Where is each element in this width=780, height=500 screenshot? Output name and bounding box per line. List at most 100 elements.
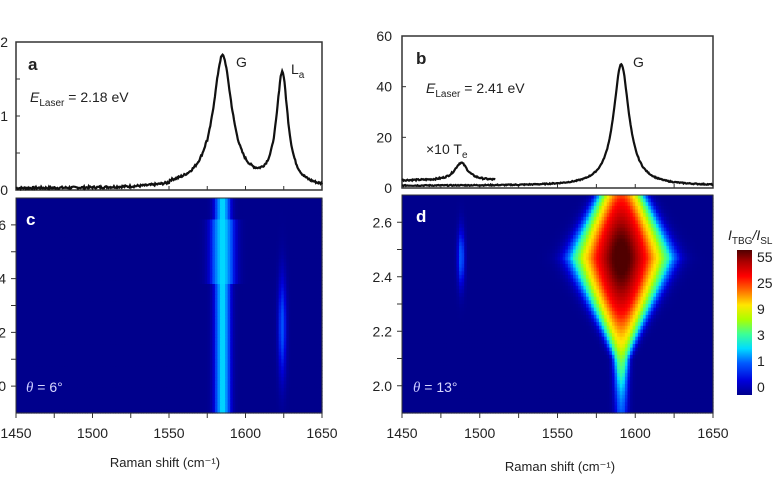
heatmap-cell	[125, 262, 129, 267]
heatmap-cell	[74, 212, 78, 217]
heatmap-cell	[120, 291, 124, 296]
heatmap-cell	[138, 226, 142, 231]
heatmap-cell	[148, 273, 152, 278]
heatmap-cell	[306, 215, 310, 221]
heatmap-cell	[291, 258, 295, 264]
heatmap-cell	[46, 294, 50, 299]
heatmap-cell	[293, 294, 298, 299]
heatmap-cell	[95, 291, 99, 296]
heatmap-cell	[105, 330, 109, 335]
heatmap-cell	[120, 319, 124, 325]
heatmap-cell	[69, 266, 73, 271]
heatmap-cell	[41, 201, 45, 206]
heatmap-cell	[59, 255, 63, 260]
heatmap-cell	[291, 298, 295, 303]
heatmap-cell	[306, 319, 310, 325]
heatmap-cell	[46, 330, 50, 335]
heatmap-cell	[301, 219, 305, 224]
heatmap-cell	[214, 284, 219, 289]
heatmap-cell	[293, 291, 298, 296]
heatmap-cell	[151, 291, 155, 296]
heatmap-cell	[44, 208, 48, 213]
heatmap-cell	[301, 244, 305, 249]
heatmap-cell	[23, 284, 27, 289]
heatmap-cell	[304, 219, 308, 224]
heatmap-cell	[316, 305, 321, 310]
heatmap-cell	[118, 262, 122, 267]
heatmap-cell	[301, 233, 305, 239]
heatmap-cell	[255, 312, 259, 317]
heatmap-cell	[222, 312, 226, 317]
heatmap-cell	[112, 262, 117, 267]
heatmap-cell	[38, 212, 43, 217]
heatmap-cell	[230, 319, 234, 325]
heatmap-cell	[245, 330, 249, 335]
heatmap-cell	[67, 223, 71, 228]
heatmap-cell	[67, 330, 71, 335]
heatmap-cell	[227, 305, 231, 310]
heatmap-cell	[107, 258, 111, 264]
heatmap-cell	[115, 262, 119, 267]
heatmap-cell	[64, 330, 68, 335]
heatmap-cell	[283, 284, 287, 289]
heatmap-cell	[16, 255, 20, 260]
heatmap-cell	[28, 327, 32, 332]
heatmap-cell	[92, 312, 96, 317]
heatmap-cell	[258, 258, 262, 264]
heatmap-cell	[51, 215, 55, 221]
heatmap-cell	[265, 244, 270, 249]
heatmap-cell	[204, 262, 208, 267]
heatmap-cell	[301, 309, 305, 314]
heatmap-cell	[253, 255, 257, 260]
heatmap-cell	[194, 255, 198, 260]
heatmap-cell	[123, 305, 127, 310]
heatmap-cell	[31, 215, 35, 221]
heatmap-cell	[112, 258, 117, 264]
heatmap-cell	[278, 284, 282, 289]
heatmap-cell	[189, 287, 193, 292]
heatmap-cell	[281, 269, 285, 274]
heatmap-cell	[230, 312, 234, 317]
heatmap-cell	[120, 205, 124, 210]
heatmap-cell	[153, 316, 157, 321]
heatmap-cell	[146, 230, 150, 235]
heatmap-cell	[242, 305, 247, 310]
heatmap-cell	[235, 241, 239, 246]
heatmap-cell	[133, 327, 137, 332]
heatmap-cell	[304, 269, 308, 274]
heatmap-cell	[130, 269, 134, 274]
heatmap-cell	[156, 273, 160, 278]
heatmap-cell	[156, 262, 160, 267]
heatmap-cell	[156, 244, 160, 249]
heatmap-cell	[296, 323, 300, 328]
heatmap-cell	[143, 316, 147, 321]
heatmap-cell	[288, 276, 292, 282]
heatmap-cell	[110, 230, 114, 235]
heatmap-cell	[28, 208, 32, 213]
heatmap-cell	[179, 312, 183, 317]
heatmap-cell	[84, 237, 88, 242]
heatmap-cell	[163, 262, 168, 267]
heatmap-cell	[276, 226, 280, 231]
heatmap-cell	[214, 298, 219, 303]
heatmap-cell	[271, 305, 275, 310]
heatmap-cell	[268, 280, 272, 285]
heatmap-cell	[110, 237, 114, 242]
heatmap-cell	[18, 301, 22, 307]
heatmap-cell	[16, 291, 20, 296]
heatmap-cell	[31, 305, 35, 310]
heatmap-cell	[314, 323, 318, 328]
heatmap-cell	[301, 273, 305, 278]
heatmap-cell	[191, 258, 196, 264]
heatmap-cell	[306, 316, 310, 321]
heatmap-cell	[107, 273, 111, 278]
heatmap-cell	[186, 226, 190, 231]
heatmap-cell	[36, 244, 40, 249]
heatmap-cell	[311, 276, 315, 282]
heatmap-cell	[82, 273, 86, 278]
heatmap-cell	[276, 198, 280, 203]
heatmap-cell	[240, 198, 244, 203]
heatmap-cell	[227, 287, 231, 292]
heatmap-cell	[299, 327, 303, 332]
heatmap-cell	[281, 280, 285, 285]
